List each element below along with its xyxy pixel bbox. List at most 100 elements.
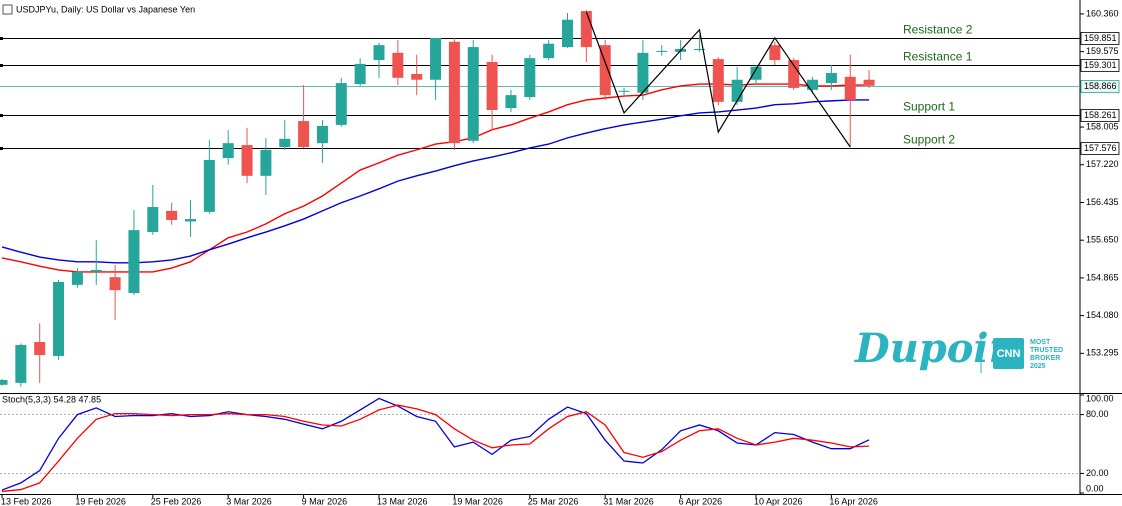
logo-line: MOST xyxy=(1030,339,1051,346)
y-tick-label: 154.865 xyxy=(1086,272,1119,282)
y-tick-label: 160.360 xyxy=(1086,8,1119,18)
zigzag-pattern xyxy=(585,11,851,148)
x-tick-label: 31 Mar 2026 xyxy=(603,496,654,506)
candle-body xyxy=(467,47,479,141)
y-tick-label: 153.295 xyxy=(1086,348,1119,358)
logo-line: 2025 xyxy=(1030,363,1046,370)
level-price-box xyxy=(1080,32,1120,45)
logo-badge-box xyxy=(993,338,1024,369)
candle-body xyxy=(90,269,102,272)
candle-body xyxy=(316,125,328,144)
candle-body xyxy=(430,37,442,80)
indicator-title: Stoch(5,3,3) 54.28 47.85 xyxy=(2,394,101,404)
candle-body xyxy=(562,19,573,48)
logo-line: BROKER xyxy=(1030,355,1060,362)
candle-body xyxy=(241,145,253,176)
x-tick-label: 13 Mar 2026 xyxy=(377,496,428,506)
level-price-box xyxy=(1080,142,1120,155)
y-tick-label: 155.650 xyxy=(1086,235,1119,245)
stochastic-line xyxy=(1,404,870,493)
candle-body xyxy=(618,90,630,92)
candle-body xyxy=(222,143,234,159)
candle-body xyxy=(185,219,196,222)
candle-body xyxy=(15,344,27,383)
x-tick-label: 6 Apr 2026 xyxy=(679,496,723,506)
x-tick-label: 16 Apr 2026 xyxy=(829,496,878,506)
y-tick-label: 156.435 xyxy=(1086,197,1119,207)
level-marker xyxy=(0,64,3,67)
price-line-box xyxy=(1080,80,1120,93)
candle-body xyxy=(71,271,83,285)
candle-body xyxy=(411,73,423,80)
x-tick-label: 19 Feb 2026 xyxy=(75,496,126,506)
candle-body xyxy=(448,41,460,144)
level-price-box xyxy=(1080,59,1120,72)
y-tick-label: 157.220 xyxy=(1086,159,1119,169)
candle-body xyxy=(712,59,724,102)
chart-title: USDJPYu, Daily: US Dollar vs Japanese Ye… xyxy=(16,4,195,14)
candle-body xyxy=(769,45,781,61)
candle-body xyxy=(109,277,121,291)
y-tick-label: 159.575 xyxy=(1086,46,1119,56)
candle-body xyxy=(505,95,517,109)
x-tick-label: 25 Feb 2026 xyxy=(151,496,202,506)
logo-line: TRUSTED xyxy=(1030,347,1063,354)
candle-body xyxy=(53,281,65,356)
candle-body xyxy=(279,138,291,147)
candle-body xyxy=(260,149,272,176)
y-tick-label: 20.00 xyxy=(1086,468,1109,478)
y-tick-label: 80.00 xyxy=(1086,409,1109,419)
candle-body xyxy=(543,43,555,59)
level-label: Resistance 2 xyxy=(903,23,973,37)
candle-body xyxy=(863,79,875,86)
x-tick-label: 9 Mar 2026 xyxy=(302,496,348,506)
candle-body xyxy=(693,49,705,50)
candle-body xyxy=(750,66,762,80)
candle-body xyxy=(580,11,592,48)
level-label: Support 1 xyxy=(903,100,955,114)
candle-body xyxy=(656,50,668,52)
x-tick-label: 19 Mar 2026 xyxy=(452,496,503,506)
candle-body xyxy=(298,121,310,147)
level-price-box xyxy=(1080,109,1120,122)
moving-average xyxy=(1,99,870,264)
candle-body xyxy=(0,379,8,385)
candle-body xyxy=(128,230,140,294)
y-tick-label: 158.005 xyxy=(1086,121,1119,131)
moving-average xyxy=(1,83,870,273)
price-line-label: 158.866 xyxy=(1084,81,1117,91)
level-price-label: 159.851 xyxy=(1084,33,1117,43)
candle-body xyxy=(825,73,837,84)
candle-body xyxy=(731,79,743,102)
candle-body xyxy=(203,159,215,212)
x-tick-label: 13 Feb 2026 xyxy=(1,496,52,506)
level-price-label: 158.261 xyxy=(1084,110,1117,120)
candle-body xyxy=(147,207,159,233)
level-marker xyxy=(0,37,3,40)
candle-body xyxy=(637,52,649,93)
level-price-label: 159.301 xyxy=(1084,60,1117,70)
y-tick-label: 100.00 xyxy=(1086,393,1114,403)
y-tick-label: 154.080 xyxy=(1086,310,1119,320)
candle-body xyxy=(844,76,856,100)
title-icon xyxy=(2,4,13,15)
candle-body xyxy=(166,210,178,221)
candle-body xyxy=(486,61,498,111)
candle-body xyxy=(373,45,385,61)
level-price-label: 157.576 xyxy=(1084,143,1117,153)
candle-body xyxy=(34,342,46,356)
stochastic-line xyxy=(1,397,870,491)
candle-body xyxy=(354,63,366,85)
candle-body xyxy=(524,58,536,98)
candle-body xyxy=(599,45,611,96)
level-marker xyxy=(0,147,3,150)
level-marker xyxy=(0,114,3,117)
x-tick-label: 10 Apr 2026 xyxy=(754,496,803,506)
level-label: Resistance 1 xyxy=(903,50,973,64)
logo-brand: Dupoin xyxy=(854,325,1018,372)
candle-body xyxy=(788,60,800,88)
logo-badge: CNN xyxy=(997,348,1021,360)
candle-body xyxy=(807,79,819,90)
